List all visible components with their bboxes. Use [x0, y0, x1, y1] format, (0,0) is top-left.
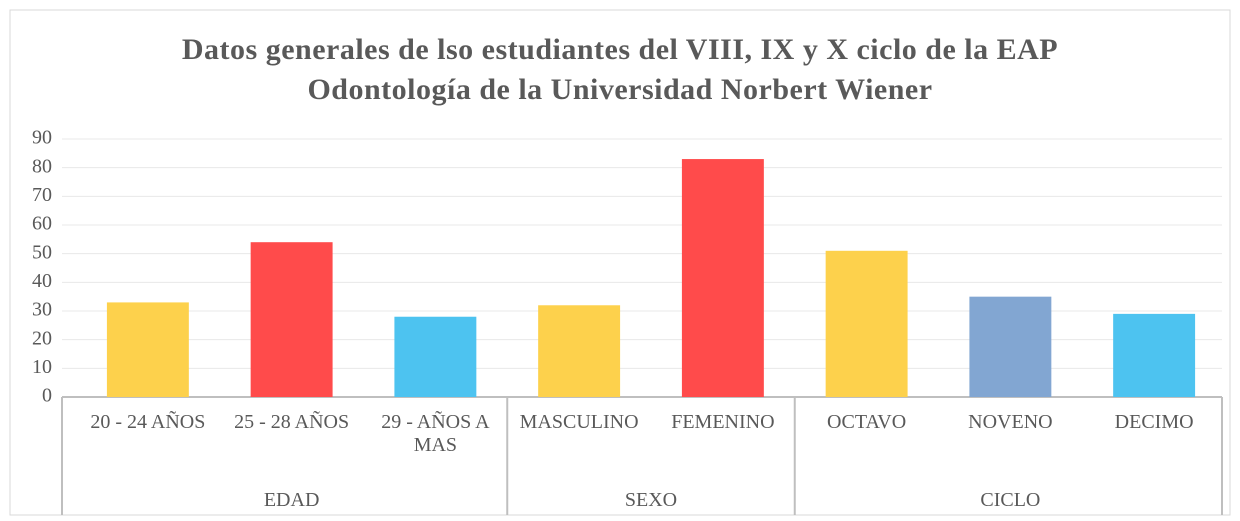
bar — [106, 302, 189, 397]
bar — [969, 296, 1052, 397]
chart-border — [9, 9, 1231, 516]
y-tick-label: 90 — [32, 127, 52, 149]
chart-title: Datos generales de lso estudiantes del V… — [181, 33, 1059, 106]
bar — [1113, 313, 1196, 397]
bar — [538, 305, 621, 397]
group-label: SEXO — [624, 489, 678, 511]
y-tick-label: 40 — [32, 270, 52, 292]
x-tick-label: OCTAVO — [827, 411, 907, 433]
y-tick-label: 60 — [32, 213, 52, 235]
bar — [394, 316, 477, 397]
x-tick-label: DECIMO — [1114, 411, 1194, 433]
y-tick-label: 70 — [32, 184, 52, 206]
y-tick-label: 80 — [32, 155, 52, 177]
bar — [681, 159, 764, 397]
bar — [825, 250, 908, 397]
y-tick-label: 50 — [32, 241, 52, 263]
group-label: EDAD — [263, 489, 320, 511]
y-tick-label: 0 — [42, 385, 52, 407]
x-tick-label: 20 - 24 AÑOS — [90, 411, 206, 433]
y-tick-label: 20 — [32, 327, 52, 349]
x-tick-label: MASCULINO — [519, 411, 639, 433]
y-tick-label: 30 — [32, 299, 52, 321]
group-label: CICLO — [980, 489, 1041, 511]
x-tick-label: FEMENINO — [671, 411, 775, 433]
bar — [250, 242, 333, 397]
y-tick-label: 10 — [32, 356, 52, 378]
x-tick-label: 25 - 28 AÑOS — [234, 411, 350, 433]
x-tick-label: 29 - AÑOS A MAS — [381, 411, 490, 456]
x-tick-label: NOVENO — [968, 411, 1053, 433]
